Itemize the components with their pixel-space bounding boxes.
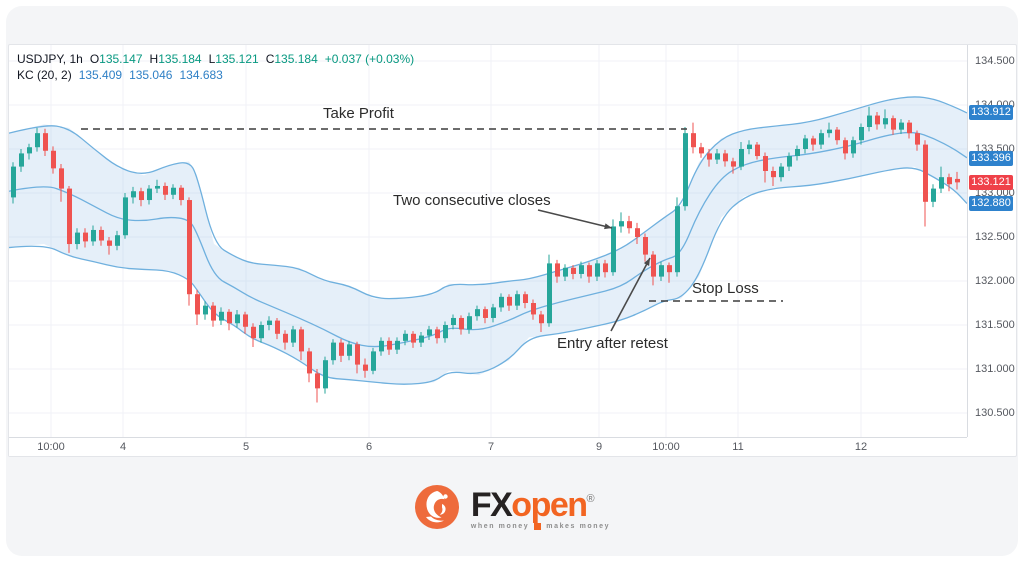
brand-tagline: when money makes money bbox=[471, 523, 610, 530]
kc-price-badge: 133.396 bbox=[969, 150, 1013, 166]
brand-fx-text: FX bbox=[470, 486, 513, 524]
brand-open-text: open bbox=[511, 486, 588, 524]
registered-mark: ® bbox=[586, 493, 595, 505]
time-tick-label: 4 bbox=[119, 441, 127, 453]
tagline-separator-square bbox=[534, 523, 542, 530]
kc-price-badge: 132.880 bbox=[969, 196, 1013, 212]
chart-canvas[interactable] bbox=[9, 45, 967, 437]
price-tick-label: 131.000 bbox=[975, 362, 1015, 375]
time-axis[interactable]: 10:00 4 5 6 7 9 10:00 11 12 bbox=[9, 437, 967, 456]
time-tick-label: 7 bbox=[487, 441, 495, 453]
price-tick-label: 132.500 bbox=[975, 230, 1015, 243]
time-tick-label: 6 bbox=[365, 441, 373, 453]
price-tick-label: 132.000 bbox=[975, 274, 1015, 287]
time-tick-label: 10:00 bbox=[652, 441, 680, 453]
brand-footer: FXopen® when money makes money bbox=[6, 468, 1018, 546]
chart-plot-area[interactable]: USDJPY, 1h O135.147 H135.184 L135.121 C135.1… bbox=[9, 45, 967, 437]
tagline-left: when money bbox=[470, 523, 530, 530]
time-tick-label: 11 bbox=[732, 441, 744, 453]
price-tick-label: 131.500 bbox=[975, 318, 1015, 331]
fxopen-wordmark: FXopen® when money makes money bbox=[471, 484, 610, 530]
take-profit-label: Take Profit bbox=[323, 105, 394, 122]
price-tick-label: 130.500 bbox=[975, 406, 1015, 419]
time-tick-label: 5 bbox=[242, 441, 250, 453]
time-tick-label: 10:00 bbox=[37, 441, 65, 453]
kc-price-badge: 133.912 bbox=[969, 105, 1013, 121]
price-tick-label: 134.500 bbox=[975, 54, 1015, 67]
stop-loss-label: Stop Loss bbox=[692, 280, 759, 297]
fxopen-emblem-icon bbox=[414, 485, 459, 529]
price-axis[interactable]: 134.500134.000133.500133.000132.500132.0… bbox=[967, 45, 1016, 437]
time-tick-label: 9 bbox=[595, 441, 603, 453]
last-price-badge: 133.121 bbox=[969, 174, 1013, 190]
tagline-right: makes money bbox=[546, 523, 611, 530]
chart-panel: USDJPY, 1h O135.147 H135.184 L135.121 C135.1… bbox=[8, 44, 1017, 457]
two-consecutive-closes-label: Two consecutive closes bbox=[393, 192, 551, 209]
entry-after-retest-label: Entry after retest bbox=[557, 335, 668, 352]
time-tick-label: 12 bbox=[854, 441, 868, 453]
screenshot-card: USDJPY, 1h O135.147 H135.184 L135.121 C135.1… bbox=[6, 6, 1018, 556]
